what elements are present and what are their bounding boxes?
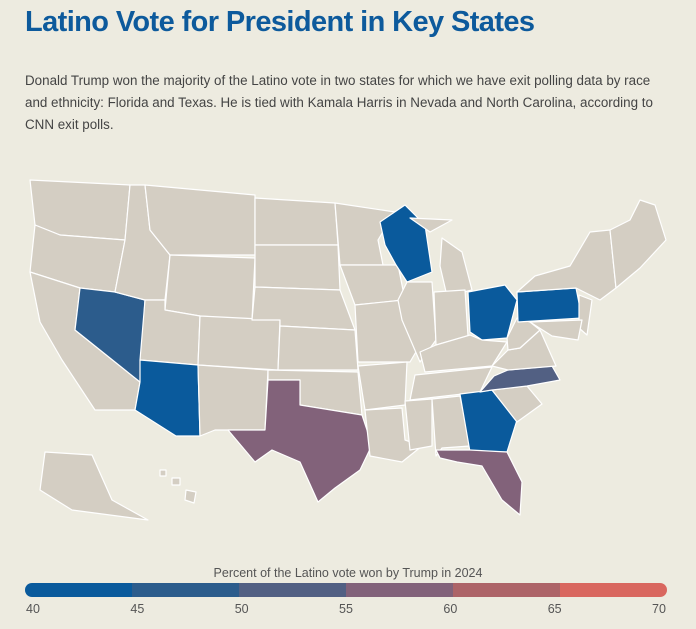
legend-tick: 70 (652, 602, 666, 616)
state-TX[interactable] (227, 379, 373, 503)
state-IL[interactable] (397, 281, 437, 363)
state-AZ[interactable] (134, 359, 201, 437)
state-NC[interactable] (479, 365, 561, 393)
page-title: Latino Vote for President in Key States (25, 6, 535, 38)
state-IA[interactable] (339, 264, 406, 306)
legend-bin-50-55 (239, 583, 346, 597)
legend-bin-40-45 (25, 583, 132, 597)
legend-bin-55-60 (346, 583, 453, 597)
legend-color-bar (25, 583, 667, 597)
legend-tick: 55 (339, 602, 353, 616)
state-KY[interactable] (419, 334, 508, 373)
legend-bin-60-65 (453, 583, 560, 597)
state-AK[interactable] (39, 451, 149, 521)
state-AL[interactable] (431, 395, 471, 457)
state-NJ[interactable] (578, 294, 593, 336)
state-SD[interactable] (254, 244, 341, 291)
state-WY[interactable] (164, 254, 256, 321)
legend-tick: 45 (130, 602, 145, 616)
description: Donald Trump won the majority of the Lat… (25, 73, 653, 132)
state-HI[interactable] (159, 469, 197, 504)
legend-bin-45-50 (132, 583, 239, 597)
state-MT[interactable] (144, 184, 256, 256)
legend-tick: 40 (26, 602, 40, 616)
state-WV[interactable] (506, 317, 541, 351)
state-FL[interactable] (435, 449, 523, 516)
legend-bin-65-70 (560, 583, 667, 597)
legend-title: Percent of the Latino vote won by Trump … (213, 566, 483, 580)
state-KS[interactable] (277, 325, 359, 371)
us-map (29, 179, 667, 521)
state-AR[interactable] (357, 361, 408, 411)
state-MD[interactable] (529, 319, 583, 341)
state-MN[interactable] (334, 202, 396, 266)
state-new-england[interactable] (609, 199, 667, 289)
state-MS[interactable] (404, 398, 433, 451)
legend-tick: 50 (234, 602, 249, 616)
state-PA[interactable] (516, 287, 583, 323)
state-CO[interactable] (197, 315, 281, 371)
legend-tick: 60 (443, 602, 458, 616)
legend-tick: 65 (547, 602, 562, 616)
state-NM[interactable] (197, 364, 269, 437)
state-ND[interactable] (254, 197, 339, 246)
